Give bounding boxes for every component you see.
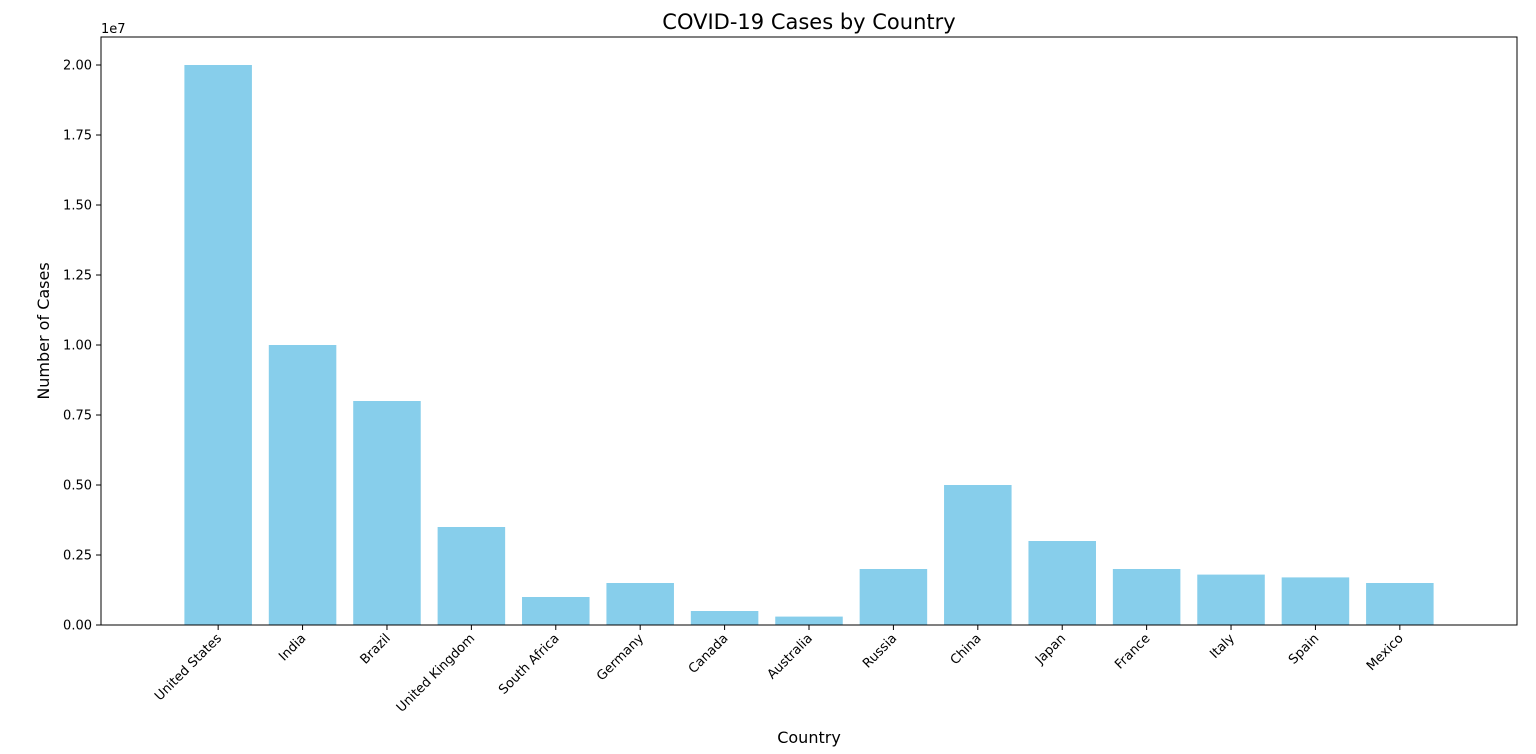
x-tick-label: South Africa	[496, 631, 562, 697]
bar-mexico	[1366, 583, 1434, 625]
x-tick-label: United States	[152, 631, 225, 704]
x-tick-label: Australia	[765, 631, 816, 682]
y-tick-label: 1.25	[63, 269, 92, 284]
bar-france	[1112, 569, 1181, 625]
x-tick-label: Brazil	[358, 631, 394, 667]
bar-united-kingdom	[437, 527, 506, 625]
x-tick-label: China	[948, 631, 985, 668]
bar-china	[944, 485, 1012, 625]
y-tick-label: 1.75	[63, 129, 92, 144]
x-tick-label: Japan	[1032, 631, 1069, 668]
x-axis-ticks: United States India Brazil United Kingdom So…	[152, 625, 1407, 716]
bar-united-states	[184, 65, 252, 625]
x-tick-label: Spain	[1286, 631, 1322, 667]
bar-germany	[606, 583, 674, 625]
bar-canada	[690, 611, 759, 625]
x-tick-label: India	[276, 631, 309, 664]
y-tick-label: 1.00	[63, 339, 92, 354]
y-axis-scale-label: 1e7	[101, 22, 126, 37]
bar-italy	[1197, 574, 1265, 625]
x-axis-label: Country	[777, 728, 841, 747]
x-tick-label: Germany	[594, 631, 647, 684]
y-axis-label: Number of Cases	[34, 262, 53, 399]
bar-south-africa	[522, 597, 590, 625]
y-tick-label: 0.50	[63, 479, 92, 494]
y-tick-label: 0.00	[63, 619, 92, 634]
bar-spain	[1281, 577, 1350, 625]
y-tick-label: 1.50	[63, 199, 92, 214]
bar-australia	[775, 616, 843, 625]
bar-japan	[1028, 541, 1096, 625]
y-tick-label: 2.00	[63, 59, 92, 74]
x-tick-label: Canada	[686, 631, 732, 677]
x-tick-label: Italy	[1207, 631, 1238, 662]
chart-title: COVID-19 Cases by Country	[662, 10, 955, 34]
bar-brazil	[353, 401, 421, 625]
bar-india	[268, 345, 337, 625]
y-tick-label: 0.25	[63, 549, 92, 564]
y-tick-label: 0.75	[63, 409, 92, 424]
x-tick-label: Russia	[860, 631, 900, 671]
x-tick-label: Mexico	[1364, 631, 1407, 674]
bar-russia	[859, 569, 928, 625]
x-tick-label: United Kingdom	[394, 631, 478, 715]
y-axis-ticks: 0.00 0.25 0.50 0.75 1.00 1.25 1.50 1.75 2.00	[63, 59, 101, 634]
bars-group	[184, 65, 1434, 625]
x-tick-label: France	[1112, 631, 1153, 672]
